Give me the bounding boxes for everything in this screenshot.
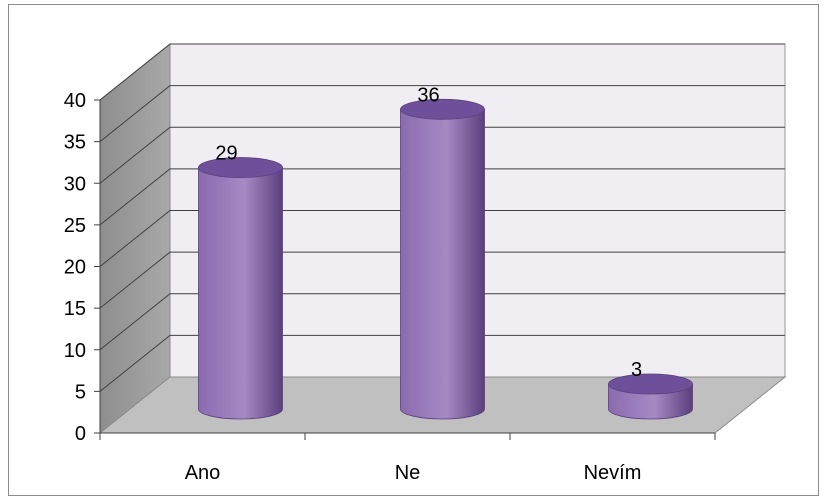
chart-frame: 0 5 10 15 20 25 30 35 40 Ano Ne Nevím 29 36 3 xyxy=(8,4,819,496)
x-tick-label: Ano xyxy=(185,462,221,484)
gridline xyxy=(99,334,785,392)
x-axis-tick-labels: Ano Ne Nevím xyxy=(185,462,642,484)
bar-body xyxy=(400,108,485,420)
bars xyxy=(198,98,693,420)
bar-body xyxy=(198,167,283,420)
bar-top xyxy=(198,157,283,178)
y-tick-label: 20 xyxy=(64,257,86,279)
y-tick-label: 35 xyxy=(64,132,86,154)
gridline xyxy=(99,126,785,184)
y-tick-label: 0 xyxy=(75,423,86,445)
x-tick-label: Nevím xyxy=(584,462,642,484)
gridline xyxy=(99,43,785,101)
gridline xyxy=(99,168,785,226)
bar-chart: 0 5 10 15 20 25 30 35 40 Ano Ne Nevím 29 36 3 xyxy=(64,42,787,484)
y-tick-label: 40 xyxy=(64,90,86,112)
data-label: 3 xyxy=(631,359,642,381)
y-tick-label: 25 xyxy=(64,215,86,237)
gridlines xyxy=(99,43,785,392)
gridline xyxy=(99,293,785,351)
y-tick-label: 15 xyxy=(64,298,86,320)
data-label: 36 xyxy=(417,84,439,106)
axes xyxy=(94,99,716,440)
bar-top xyxy=(608,373,693,395)
y-axis-tick-labels: 0 5 10 15 20 25 30 35 40 xyxy=(64,90,86,445)
x-tick-label: Ne xyxy=(395,462,421,484)
bar xyxy=(608,373,693,420)
data-labels: 29 36 3 xyxy=(215,84,642,381)
gridline xyxy=(99,85,785,143)
y-tick-label: 10 xyxy=(64,340,86,362)
gridline xyxy=(99,251,785,309)
bar-top xyxy=(400,98,485,120)
gridline xyxy=(99,210,785,267)
bar xyxy=(400,98,485,420)
data-label: 29 xyxy=(215,143,237,165)
y-tick-label: 5 xyxy=(75,381,86,403)
bar xyxy=(198,157,283,420)
y-tick-label: 30 xyxy=(64,173,86,195)
